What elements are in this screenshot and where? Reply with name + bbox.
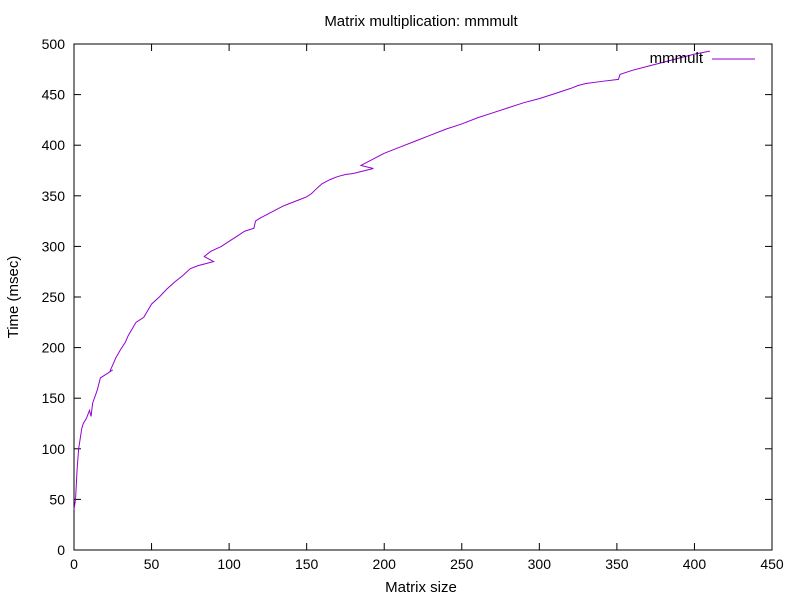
x-axis-label: Matrix size — [385, 579, 457, 596]
y-tick-label: 500 — [42, 36, 66, 52]
plot-frame — [73, 43, 773, 551]
y-tick-label: 50 — [49, 491, 65, 507]
x-tick-label: 350 — [605, 556, 629, 572]
y-axis-label: Time (msec) — [5, 256, 22, 339]
y-axis-ticks: 0 50 100 150 200 250 300 350 400 450 500 — [42, 36, 772, 558]
y-tick-label: 400 — [42, 137, 66, 153]
y-tick-label: 350 — [42, 188, 66, 204]
x-tick-label: 50 — [144, 556, 160, 572]
x-tick-label: 300 — [528, 556, 552, 572]
x-tick-label: 150 — [295, 556, 319, 572]
y-tick-label: 200 — [42, 340, 66, 356]
y-tick-label: 450 — [42, 87, 66, 103]
y-tick-label: 150 — [42, 390, 66, 406]
x-tick-label: 200 — [373, 556, 397, 572]
y-tick-label: 0 — [57, 542, 65, 558]
legend-label-mmmult: mmmult — [650, 50, 704, 67]
x-tick-label: 100 — [217, 556, 241, 572]
y-tick-label: 100 — [42, 441, 66, 457]
x-tick-label: 450 — [760, 556, 784, 572]
x-axis-ticks: 0 50 100 150 200 250 300 350 400 450 — [70, 44, 784, 572]
chart-title: Matrix multiplication: mmmult — [324, 13, 518, 30]
series-layer — [73, 50, 711, 510]
x-tick-label: 400 — [683, 556, 707, 572]
x-tick-label: 250 — [450, 556, 474, 572]
series-line-mmmult — [73, 50, 711, 510]
y-tick-label: 300 — [42, 238, 66, 254]
y-tick-label: 250 — [42, 289, 66, 305]
legend: mmmult — [650, 50, 755, 67]
x-tick-label: 0 — [70, 556, 78, 572]
